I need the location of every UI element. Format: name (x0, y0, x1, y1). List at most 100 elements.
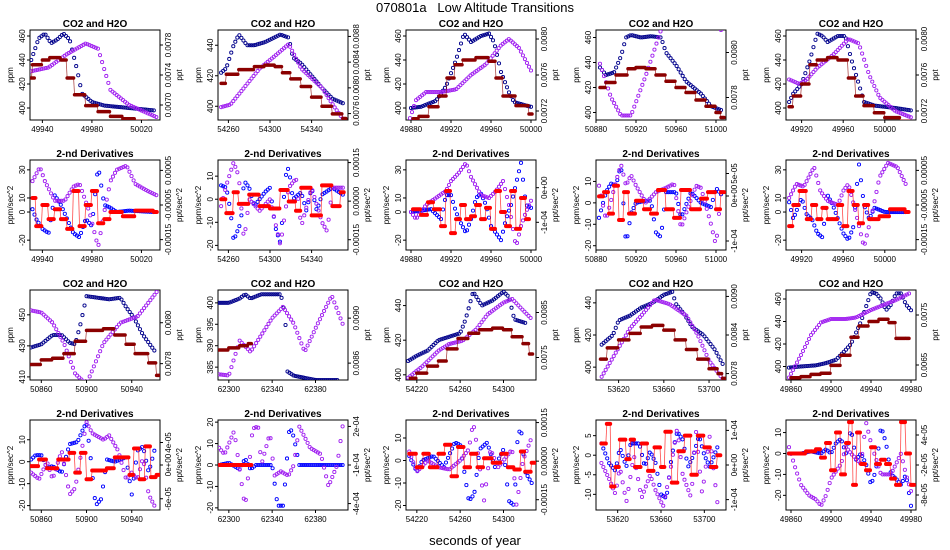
data-connector (73, 452, 76, 473)
data-connector (664, 189, 667, 210)
data-point (76, 234, 82, 240)
data-point (231, 161, 236, 166)
data-point (289, 317, 294, 322)
x-tick-label: 49940 (860, 515, 883, 524)
data-point (334, 98, 339, 103)
data-point (113, 443, 118, 448)
data-point (841, 231, 846, 236)
data-point (313, 325, 318, 330)
data-point (494, 48, 499, 53)
data-point (525, 473, 530, 478)
data-point (258, 462, 263, 468)
y-tick-label: 10 (394, 433, 403, 442)
series-h2o (218, 294, 345, 378)
data-point (445, 455, 451, 460)
y-tick-label: 420 (584, 80, 593, 94)
data-point (266, 462, 271, 468)
data-point (334, 462, 339, 468)
y-axis-label: ppm (762, 67, 771, 83)
data-point (490, 38, 496, 43)
x-tick-label: 50920 (625, 125, 648, 134)
data-point (267, 185, 272, 190)
data-point (43, 66, 48, 71)
data-point (713, 483, 718, 488)
data-point (700, 191, 705, 197)
data-point (793, 465, 798, 470)
y2-tick-label: 0.0070 (164, 92, 173, 117)
data-connector (627, 192, 630, 214)
data-point (509, 305, 514, 310)
data-point (811, 69, 816, 75)
data-connector (331, 185, 333, 207)
data-point (301, 432, 306, 437)
y-tick-label: 0 (584, 452, 593, 457)
data-point (844, 316, 850, 321)
data-point (125, 105, 130, 110)
panel-title: 2-nd Derivatives (244, 409, 322, 420)
data-point (129, 208, 134, 213)
data-point (898, 111, 903, 116)
data-point (528, 315, 533, 320)
y2-tick-label: -8e-05 (920, 483, 929, 507)
data-point (235, 35, 240, 40)
y-tick-label: 0 (394, 209, 403, 214)
data-point (478, 33, 484, 39)
data-point (502, 187, 508, 192)
data-point (150, 191, 155, 196)
data-point (293, 325, 298, 330)
data-point (49, 320, 55, 325)
data-point (292, 178, 297, 183)
data-point (125, 165, 130, 170)
data-point (827, 450, 832, 455)
y-tick-label: 440 (774, 53, 783, 67)
data-point (430, 99, 436, 105)
y2-tick-label: 0.0076 (920, 62, 929, 87)
data-point (631, 206, 636, 211)
data-point (115, 447, 120, 452)
data-point (241, 86, 246, 91)
data-point (411, 104, 417, 109)
y2-tick-label: 0.0086 (352, 350, 361, 375)
y-tick-label: 460 (774, 292, 783, 306)
data-point (263, 39, 268, 44)
data-point (832, 316, 838, 322)
data-connector (808, 64, 811, 85)
data-point (93, 192, 98, 197)
data-point (249, 76, 254, 81)
data-point (70, 341, 75, 346)
data-point (109, 296, 114, 302)
data-point (668, 464, 674, 469)
data-point (614, 461, 619, 466)
data-point (831, 205, 836, 210)
data-connector (514, 190, 517, 229)
data-point (788, 365, 794, 370)
data-point (650, 300, 655, 305)
data-connector (855, 432, 858, 485)
data-point (672, 183, 677, 188)
series-step (218, 341, 254, 352)
data-point (251, 43, 256, 48)
data-point (77, 183, 82, 188)
data-connector (476, 453, 478, 468)
data-point (95, 46, 100, 51)
data-point (896, 110, 901, 115)
data-point (615, 320, 620, 325)
data-connector (479, 204, 482, 220)
data-point (37, 453, 42, 458)
data-point (223, 373, 228, 378)
data-point (144, 303, 149, 308)
data-point (866, 225, 871, 230)
data-point (872, 199, 877, 204)
data-point (513, 317, 518, 322)
data-point (860, 311, 866, 317)
series-co2 (218, 292, 340, 380)
data-point (272, 481, 277, 486)
data-point (152, 114, 157, 119)
y-tick-label: 10 (206, 171, 215, 180)
x-tick-label: 49980 (900, 515, 923, 524)
data-point (33, 46, 38, 51)
data-point (703, 464, 708, 469)
data-point (639, 494, 645, 499)
data-point (519, 319, 524, 324)
